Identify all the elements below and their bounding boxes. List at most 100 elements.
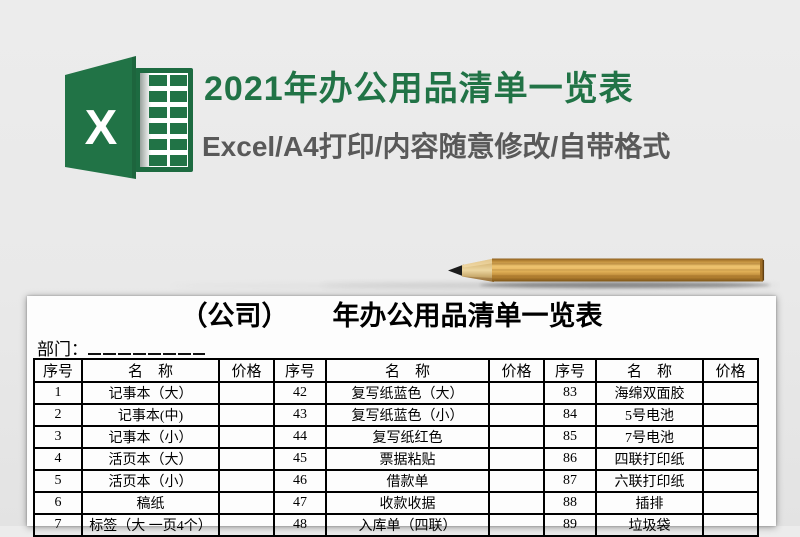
cell-name: 5号电池 [595, 403, 704, 427]
cell-name: 入库单（四联） [325, 513, 490, 537]
excel-logo: X [65, 56, 193, 179]
table-row: 4 活页本（大） 45 票据粘贴 86 四联打印纸 [33, 447, 759, 471]
column-header: 序号 [33, 358, 83, 383]
cell-name: 记事本（小） [81, 425, 220, 449]
pencil-graphite-tip [448, 264, 464, 277]
cell-no: 85 [543, 425, 597, 449]
sheet-title: （公司） 年办公用品清单一览表 [27, 301, 776, 332]
cell-no: 7 [33, 513, 83, 537]
cell-no: 42 [273, 381, 327, 405]
cell-no: 6 [33, 491, 83, 515]
column-header: 价格 [702, 358, 759, 383]
table-row: 3 记事本（小） 44 复写纸红色 85 7号电池 [33, 425, 759, 449]
column-header: 序号 [543, 358, 597, 383]
table-header-row: 序号名 称价格 序号名 称价格 序号名 称价格 [33, 358, 759, 383]
cell-no: 89 [543, 513, 597, 537]
cell-name: 活页本（大） [81, 447, 220, 471]
cell-price [488, 425, 545, 449]
cell-name: 垃圾袋 [595, 513, 704, 537]
cell-no: 48 [273, 513, 327, 537]
cell-no: 88 [543, 491, 597, 515]
sheet-title-company: （公司） [180, 301, 289, 331]
cell-name: 标签（大 一页4个） [81, 513, 220, 537]
cell-no: 83 [543, 381, 597, 405]
cell-name: 六联打印纸 [595, 469, 704, 493]
cell-name: 记事本(中) [81, 403, 220, 427]
department-row: 部门： [37, 335, 205, 360]
cell-name: 记事本（大） [81, 381, 220, 405]
excel-logo-flap: X [65, 56, 136, 179]
hero-title: 2021年办公用品清单一览表 [204, 70, 634, 108]
cell-no: 44 [273, 425, 327, 449]
cell-no: 43 [273, 403, 327, 427]
cell-price [488, 447, 545, 471]
table-row: 6 稿纸 47 收款收据 88 插排 [33, 491, 759, 515]
excel-logo-cells [149, 75, 187, 166]
cell-no: 47 [273, 491, 327, 515]
excel-logo-sheet [135, 68, 193, 172]
cell-no: 5 [33, 469, 83, 493]
column-header: 价格 [488, 358, 545, 383]
cell-price [218, 447, 275, 471]
cell-name: 活页本（小） [81, 469, 220, 493]
department-blank-line [88, 340, 205, 355]
cell-price [702, 469, 759, 493]
column-header: 名 称 [325, 358, 490, 383]
cell-name: 7号电池 [595, 425, 704, 449]
column-header: 名 称 [81, 358, 220, 383]
excel-logo-letter: X [85, 101, 118, 155]
column-header: 序号 [273, 358, 327, 383]
supplies-table: 序号名 称价格 序号名 称价格 序号名 称价格 1 记事本（大） 42 复写纸蓝色（大） 8… [33, 358, 759, 537]
cell-name: 海绵双面胶 [595, 381, 704, 405]
cell-no: 45 [273, 447, 327, 471]
table-row: 2 记事本(中) 43 复写纸蓝色（小） 84 5号电池 [33, 403, 759, 427]
table-row: 1 记事本（大） 42 复写纸蓝色（大） 83 海绵双面胶 [33, 381, 759, 405]
cell-name: 票据粘贴 [325, 447, 490, 471]
table-row: 5 活页本（小） 46 借款单 87 六联打印纸 [33, 469, 759, 493]
cell-price [702, 447, 759, 471]
cell-price [218, 491, 275, 515]
hero-subtitle: Excel/A4打印/内容随意修改/自带格式 [202, 131, 671, 162]
cell-price [218, 513, 275, 537]
page-background: X 2021年办公用品清单一览表 Excel/A4打印/内容随意修改/自带格式 [27, 56, 780, 537]
pencil-image [170, 258, 780, 289]
department-label: 部门： [37, 340, 88, 359]
cell-name: 复写纸红色 [325, 425, 490, 449]
cell-price [488, 381, 545, 405]
cell-name: 稿纸 [81, 491, 220, 515]
spreadsheet-preview: （公司） 年办公用品清单一览表 部门： 序号名 称价格 序号名 称价格 序号名 称价格… [27, 296, 776, 537]
cell-no: 2 [33, 403, 83, 427]
cell-name: 插排 [595, 491, 704, 515]
cell-no: 3 [33, 425, 83, 449]
cell-no: 4 [33, 447, 83, 471]
cell-no: 1 [33, 381, 83, 405]
table-row: 7 标签（大 一页4个） 48 入库单（四联） 89 垃圾袋 [33, 513, 759, 537]
cell-name: 四联打印纸 [595, 447, 704, 471]
cell-price [488, 469, 545, 493]
cell-price [218, 425, 275, 449]
column-header: 名 称 [595, 358, 704, 383]
cell-price [702, 403, 759, 427]
pencil-body [448, 258, 765, 282]
cell-no: 46 [273, 469, 327, 493]
pencil-shadow [170, 282, 780, 289]
cell-no: 87 [543, 469, 597, 493]
cell-price [702, 491, 759, 515]
cell-price [488, 513, 545, 537]
cell-price [218, 403, 275, 427]
column-header: 价格 [218, 358, 275, 383]
sheet-title-main: 年办公用品清单一览表 [332, 301, 603, 331]
cell-price [702, 381, 759, 405]
cell-price [488, 491, 545, 515]
cell-name: 复写纸蓝色（大） [325, 381, 490, 405]
cell-price [218, 381, 275, 405]
cell-name: 借款单 [325, 469, 490, 493]
cell-price [702, 513, 759, 537]
cell-price [218, 469, 275, 493]
cell-price [702, 425, 759, 449]
cell-no: 84 [543, 403, 597, 427]
cell-no: 86 [543, 447, 597, 471]
cell-name: 收款收据 [325, 491, 490, 515]
cell-price [488, 403, 545, 427]
supplies-table-body: 1 记事本（大） 42 复写纸蓝色（大） 83 海绵双面胶 2 记事本(中) 43 复写纸蓝色（小… [33, 381, 759, 537]
